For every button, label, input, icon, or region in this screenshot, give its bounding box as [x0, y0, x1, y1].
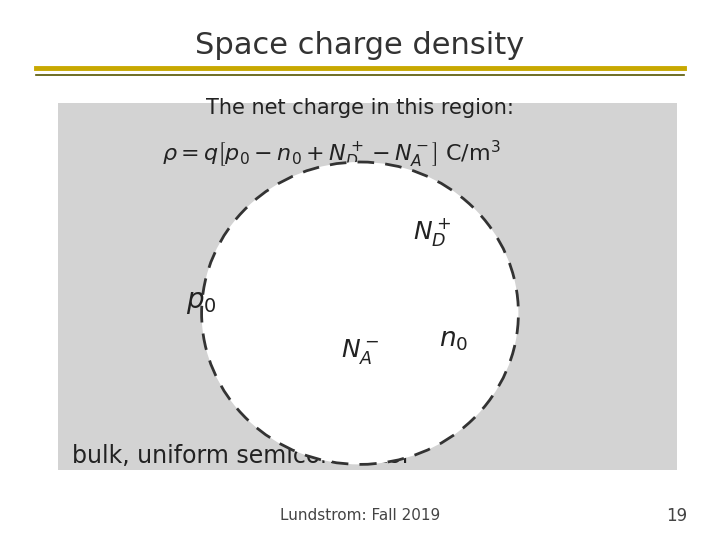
Text: $\rho = q\left[p_0 - n_0 + N_D^+ - N_A^-\right]\;\mathrm{C/m^3}$: $\rho = q\left[p_0 - n_0 + N_D^+ - N_A^-…	[162, 138, 500, 170]
Text: $N_A^-$: $N_A^-$	[341, 336, 379, 366]
FancyBboxPatch shape	[58, 103, 677, 470]
Ellipse shape	[202, 162, 518, 464]
Text: $p_0$: $p_0$	[186, 288, 217, 316]
Text: $n_0$: $n_0$	[439, 327, 468, 353]
Text: Lundstrom: Fall 2019: Lundstrom: Fall 2019	[280, 508, 440, 523]
Text: Space charge density: Space charge density	[195, 31, 525, 60]
Text: bulk, uniform semiconductor: bulk, uniform semiconductor	[72, 444, 412, 468]
Text: 19: 19	[666, 507, 688, 525]
Text: $N_D^+$: $N_D^+$	[413, 216, 451, 248]
Text: The net charge in this region:: The net charge in this region:	[206, 98, 514, 118]
